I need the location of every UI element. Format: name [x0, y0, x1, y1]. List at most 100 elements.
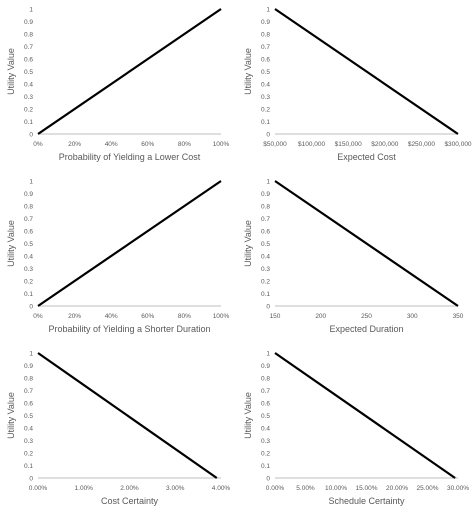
x-tick-label: 20%: [68, 141, 81, 148]
x-tick-label: 80%: [178, 313, 191, 320]
x-tick-label: 300: [407, 313, 418, 320]
y-tick-label: 0.7: [24, 216, 33, 223]
y-tick-label: 1: [29, 179, 33, 186]
x-tick-label: 3.00%: [166, 485, 185, 492]
y-tick-label: 0.5: [261, 413, 270, 420]
y-tick-label: 0.7: [261, 388, 270, 395]
y-tick-label: 0: [266, 476, 270, 483]
x-tick-label: 4.00%: [212, 485, 231, 492]
y-tick-label: 0.8: [24, 32, 33, 39]
y-tick-label: 0.1: [261, 463, 270, 470]
x-axis-title: Probability of Yielding a Shorter Durati…: [48, 324, 210, 334]
x-tick-label: 100%: [213, 141, 230, 148]
x-axis-title: Expected Duration: [329, 324, 403, 334]
x-tick-label: 0.00%: [266, 485, 285, 492]
y-tick-label: 0.2: [261, 107, 270, 114]
y-tick-label: 0.9: [24, 363, 33, 370]
y-tick-label: 1: [29, 7, 33, 14]
x-tick-label: 20.00%: [386, 485, 408, 492]
chart-panel-5: Utility Value 0 0.1 0.2 0.3 0.4 0.5 0.6 0.7 0.8 0.…: [0, 344, 237, 515]
y-axis-title: Utility Value: [243, 48, 253, 95]
y-tick-label: 0.6: [24, 401, 33, 408]
y-tick-label: 0.6: [261, 57, 270, 64]
y-tick-label: 0.6: [261, 229, 270, 236]
y-tick-label: 0.1: [24, 119, 33, 126]
chart-panel-4: Utility Value 0 0.1 0.2 0.3 0.4 0.5 0.6 0.7 0.8 0.…: [237, 172, 474, 343]
x-axis-title: Schedule Certainty: [328, 496, 405, 506]
y-tick-label: 0.5: [24, 69, 33, 76]
x-tick-label: 0%: [33, 141, 43, 148]
utility-line: [274, 180, 459, 307]
utility-line: [37, 8, 222, 135]
x-axis-title: Probability of Yielding a Lower Cost: [59, 152, 201, 162]
y-tick-label: 0: [29, 304, 33, 311]
utility-line: [274, 8, 459, 135]
y-tick-label: 0.9: [24, 19, 33, 26]
y-tick-label: 0.2: [24, 451, 33, 458]
y-tick-label: 0.3: [24, 438, 33, 445]
x-tick-label: $100,000: [298, 141, 325, 148]
x-tick-label: 60%: [141, 141, 154, 148]
y-tick-label: 0.5: [261, 241, 270, 248]
x-tick-label: 5.00%: [296, 485, 315, 492]
y-axis-title: Utility Value: [243, 392, 253, 439]
x-tick-label: 200: [315, 313, 326, 320]
x-tick-label: 20%: [68, 313, 81, 320]
y-tick-label: 1: [29, 351, 33, 358]
y-tick-label: 0.2: [24, 279, 33, 286]
chart-panel-2: Utility Value 0 0.1 0.2 0.3 0.4 0.5 0.6 0.7 0.8 0.…: [237, 0, 474, 171]
chart-panel-6: Utility Value 0 0.1 0.2 0.3 0.4 0.5 0.6 0.7 0.8 0.…: [237, 344, 474, 515]
x-tick-label: $50,000: [263, 141, 287, 148]
utility-line: [37, 352, 218, 479]
y-tick-label: 0.2: [261, 451, 270, 458]
y-tick-label: 1: [266, 179, 270, 186]
y-tick-label: 0.3: [24, 94, 33, 101]
y-tick-label: 0.4: [24, 82, 33, 89]
y-tick-label: 0.1: [24, 463, 33, 470]
y-tick-label: 0.4: [261, 426, 270, 433]
chart-svg: Utility Value 0 0.1 0.2 0.3 0.4 0.5 0.6 0.7 0.8 0.…: [6, 351, 231, 507]
y-tick-label: 0.6: [261, 401, 270, 408]
x-tick-label: 1.00%: [75, 485, 94, 492]
y-tick-label: 0.3: [24, 266, 33, 273]
x-tick-label: $200,000: [371, 141, 398, 148]
x-tick-label: $250,000: [408, 141, 435, 148]
y-tick-label: 0.1: [261, 119, 270, 126]
y-tick-label: 0.4: [261, 82, 270, 89]
utility-line: [37, 180, 222, 307]
chart-svg: Utility Value 0 0.1 0.2 0.3 0.4 0.5 0.6 0.7 0.8 0.…: [243, 7, 472, 163]
y-tick-label: 1: [266, 351, 270, 358]
y-tick-label: 0.6: [24, 57, 33, 64]
y-tick-label: 0.8: [261, 32, 270, 39]
y-tick-label: 0.4: [24, 426, 33, 433]
y-tick-label: 0.7: [261, 216, 270, 223]
x-tick-label: 350: [453, 313, 464, 320]
y-tick-label: 0.7: [24, 388, 33, 395]
x-tick-label: 250: [361, 313, 372, 320]
x-tick-label: 30.00%: [447, 485, 469, 492]
chart-panel-1: Utility Value 0 0.1 0.2 0.3 0.4 0.5 0.6 0.7 0.8 0.…: [0, 0, 237, 171]
x-tick-label: 40%: [105, 141, 118, 148]
y-tick-label: 0.3: [261, 266, 270, 273]
y-tick-label: 0.7: [24, 44, 33, 51]
y-tick-label: 0.4: [261, 254, 270, 261]
y-tick-label: 0.5: [261, 69, 270, 76]
y-tick-label: 0.8: [24, 204, 33, 211]
y-tick-label: 0: [29, 132, 33, 139]
x-tick-label: 60%: [141, 313, 154, 320]
y-tick-label: 0.1: [24, 291, 33, 298]
y-axis-title: Utility Value: [6, 48, 16, 95]
y-tick-label: 0.5: [24, 413, 33, 420]
y-tick-label: 0: [266, 132, 270, 139]
x-tick-label: 25.00%: [416, 485, 438, 492]
y-tick-label: 0.1: [261, 291, 270, 298]
y-tick-label: 0.9: [261, 191, 270, 198]
y-tick-label: 0: [266, 304, 270, 311]
x-tick-label: 100%: [213, 313, 230, 320]
x-tick-label: 0.00%: [29, 485, 48, 492]
x-tick-label: 0%: [33, 313, 43, 320]
y-tick-label: 0.5: [24, 241, 33, 248]
y-tick-label: 0.6: [24, 229, 33, 236]
y-tick-label: 0.2: [24, 107, 33, 114]
y-axis-title: Utility Value: [6, 392, 16, 439]
